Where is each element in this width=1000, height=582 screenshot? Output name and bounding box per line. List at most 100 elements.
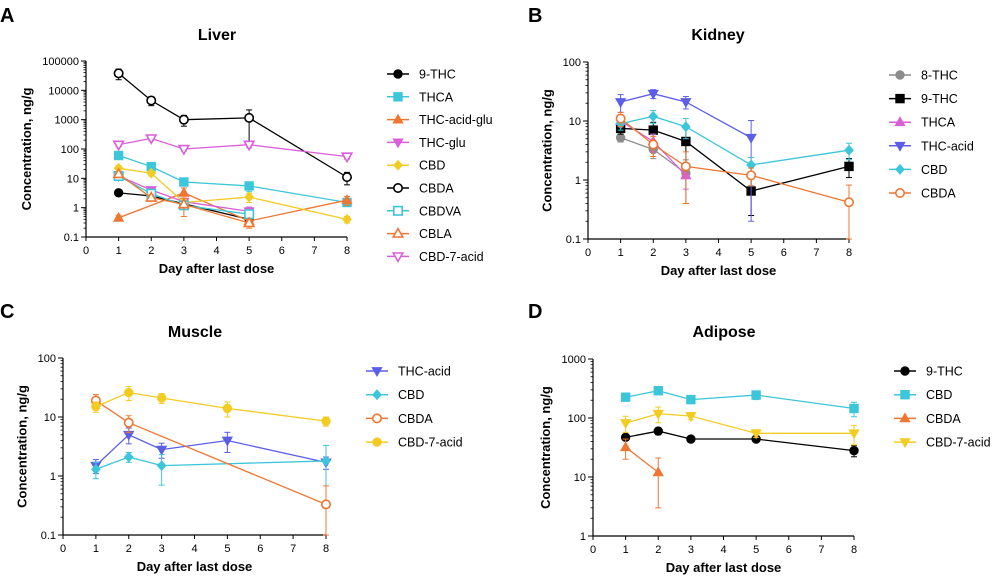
legend-label: THCA	[419, 90, 454, 104]
data-point	[244, 191, 254, 203]
legend-marker	[372, 389, 382, 401]
x-tick-label: 1	[623, 544, 629, 556]
series-line	[118, 175, 250, 212]
series-cbd-7-acid	[619, 406, 860, 446]
legend-entry: THCA	[387, 90, 454, 104]
x-tick-label: 6	[781, 247, 787, 259]
data-point	[155, 445, 168, 456]
legend-entry: CBDA	[889, 187, 956, 201]
legend-entry: CBDVA	[387, 204, 462, 218]
x-tick-label: 6	[279, 245, 285, 257]
data-point	[849, 403, 859, 414]
data-point	[686, 434, 696, 444]
x-tick-label: 1	[116, 245, 122, 257]
y-tick-label: 100	[38, 353, 56, 365]
series-line	[118, 72, 348, 178]
data-point	[123, 417, 134, 428]
data-point	[321, 455, 331, 467]
data-point	[179, 177, 189, 187]
x-tick-label: 6	[786, 544, 792, 556]
legend-marker	[371, 413, 382, 424]
x-tick-label: 3	[181, 245, 187, 257]
legend-entry: THC-acid	[889, 139, 974, 153]
data-point	[681, 121, 691, 133]
data-point	[844, 161, 854, 172]
x-tick-label: 5	[748, 247, 754, 259]
data-point	[244, 112, 255, 123]
panel-b: B Kidney 0 1 2 3 4 5 6 7 8 0.1 1 10 100 Day after last …	[528, 5, 974, 278]
legend-marker	[393, 92, 403, 102]
x-tick-label: 3	[159, 543, 165, 555]
data-point	[91, 463, 101, 475]
legend-label: THC-acid-glu	[419, 113, 493, 127]
legend-marker	[895, 70, 905, 80]
series-line	[95, 456, 327, 470]
x-axis-label: Day after last dose	[159, 261, 275, 276]
legend-label: CBD	[419, 159, 445, 173]
data-point	[221, 436, 234, 447]
legend-label: CBDA	[419, 182, 454, 196]
data-point	[156, 460, 167, 472]
data-point	[615, 113, 626, 124]
data-point	[844, 144, 854, 156]
series-cbda	[619, 438, 664, 509]
panel-letter: C	[0, 301, 14, 323]
y-tick-label: 100	[568, 413, 586, 425]
legend-entry: CBD-7-acid	[366, 436, 463, 450]
data-point	[244, 181, 254, 191]
legend-marker	[894, 141, 906, 152]
data-point	[685, 412, 697, 423]
legend-marker	[894, 188, 905, 199]
series-cbda	[90, 394, 331, 536]
panel-letter: D	[528, 301, 542, 323]
legend-label: THC-acid	[921, 139, 974, 153]
data-point	[342, 213, 352, 225]
data-point	[91, 401, 101, 412]
panel-title: Muscle	[168, 324, 222, 341]
x-tick-label: 7	[813, 247, 819, 259]
legend-label: 9-THC	[419, 68, 456, 82]
legend-marker	[393, 159, 403, 171]
data-point	[146, 95, 157, 106]
y-axis-label: Concentration, ng/g	[14, 385, 29, 508]
series-cbda	[615, 111, 854, 240]
legend-entry: CBD	[366, 388, 424, 402]
legend-entry: 9-THC	[894, 365, 963, 379]
panel-title: Adipose	[692, 324, 755, 341]
legend-marker	[393, 69, 403, 79]
y-tick-label: 10	[574, 472, 586, 484]
legend-label: CBD	[398, 388, 424, 402]
y-tick-label: 10	[569, 116, 581, 128]
legend-marker	[392, 183, 403, 194]
x-tick-label: 3	[688, 544, 694, 556]
legend-entry: CBD	[387, 159, 445, 173]
y-tick-label: 100	[61, 144, 79, 156]
data-point	[177, 197, 191, 209]
y-tick-label: 1	[575, 175, 581, 187]
legend-entry: CBDA	[387, 182, 454, 196]
legend-label: CBDA	[921, 187, 956, 201]
data-point	[653, 426, 663, 436]
x-tick-label: 0	[590, 544, 596, 556]
data-point	[652, 466, 664, 477]
legend-label: CBDA	[398, 412, 433, 426]
data-point	[614, 98, 627, 108]
legend-entry: 9-THC	[387, 68, 456, 82]
data-point	[222, 403, 233, 414]
legend-label: CBD-7-acid	[926, 436, 991, 450]
data-point	[178, 186, 190, 197]
data-point	[751, 390, 761, 400]
legend-marker	[895, 163, 905, 175]
series-9-thc	[620, 426, 859, 458]
legend-entry: THCA	[889, 116, 956, 130]
x-tick-label: 1	[618, 247, 624, 259]
data-point	[340, 152, 354, 164]
legend-label: 9-THC	[926, 365, 963, 379]
panel-title: Kidney	[691, 27, 744, 44]
panel-c: C Muscle 0 1 2 3 4 5 6 7 8 0.1 1 10 100 Day after last …	[0, 301, 463, 574]
data-point	[124, 387, 134, 398]
legend-marker	[894, 116, 906, 127]
data-point	[320, 499, 331, 510]
series-line	[118, 175, 250, 215]
